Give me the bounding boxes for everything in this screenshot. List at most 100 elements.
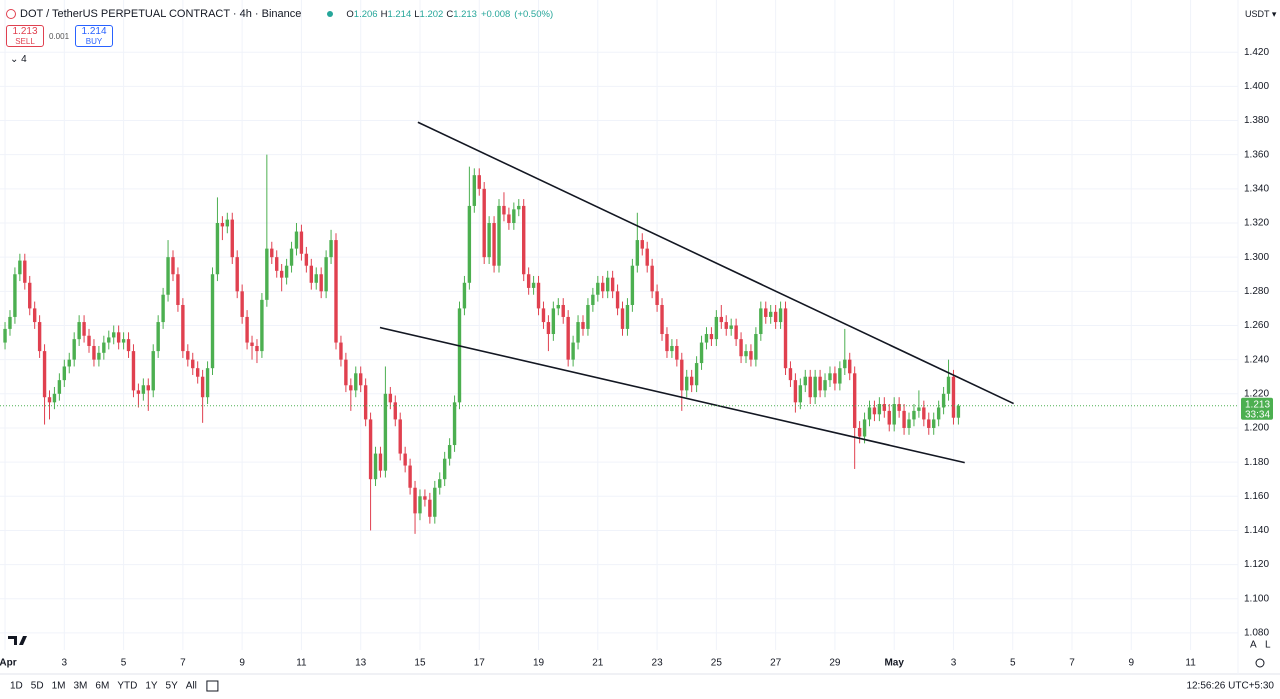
status-dot (327, 11, 334, 17)
candle-body (52, 393, 57, 403)
x-tick-label: 5 (121, 658, 127, 669)
indicator-toggle[interactable]: ⌄ 4 (10, 54, 27, 65)
y-tick-label: 1.160 (1244, 491, 1269, 502)
candle-body (754, 334, 758, 360)
candle-body (270, 248, 274, 258)
candle-body (136, 390, 141, 394)
date-range-icon[interactable] (206, 680, 219, 692)
candle-body (522, 205, 526, 275)
clock: 12:56:26 UTC+5:30 (1186, 681, 1274, 692)
candle-body (77, 322, 81, 340)
range-button[interactable]: 5D (31, 681, 44, 692)
candle-body (625, 304, 630, 329)
chart-title: DOT / TetherUS PERPETUAL CONTRACT · 4h ·… (20, 8, 302, 20)
y-tick-label: 1.340 (1244, 183, 1269, 194)
candle-body (428, 499, 432, 517)
range-button[interactable]: 1D (10, 681, 23, 692)
candle-body (877, 404, 882, 415)
price-badge (1241, 397, 1273, 420)
candle-body (299, 231, 304, 254)
candle-body (892, 404, 896, 425)
candle-body (462, 282, 467, 309)
candle-body (210, 274, 215, 369)
candle-body (838, 368, 842, 384)
candle-body (630, 265, 635, 305)
candle-body (852, 373, 857, 428)
candle-body (349, 385, 353, 391)
candle-body (225, 219, 230, 227)
settings-icon (1255, 658, 1265, 668)
candle-body (561, 304, 565, 317)
candle-body (186, 351, 190, 360)
header: DOT / TetherUS PERPETUAL CONTRACT · 4h ·… (6, 8, 553, 20)
candle-body (951, 376, 956, 418)
y-tick-label: 1.400 (1244, 81, 1269, 92)
price-label: 1.213 (1245, 399, 1270, 410)
candle-body (457, 308, 462, 403)
candle-body (393, 402, 397, 420)
candle-body (823, 380, 827, 391)
candle-body (798, 385, 803, 403)
candle-body (433, 487, 437, 517)
candle-body (620, 308, 625, 329)
candle-body (640, 240, 644, 249)
range-button[interactable]: 5Y (166, 681, 179, 692)
candle-body (467, 205, 472, 283)
candle-body (917, 407, 921, 411)
candle-body (551, 308, 556, 335)
scale-mode[interactable]: L (1265, 640, 1271, 651)
candle-body (517, 205, 521, 210)
candle-body (670, 345, 674, 352)
candle-body (304, 253, 309, 266)
range-button[interactable]: 1M (52, 681, 66, 692)
candle-body (102, 342, 106, 353)
range-button[interactable]: YTD (117, 681, 137, 692)
candle-body (146, 385, 150, 391)
change-pct: (+0.50%) (514, 8, 554, 20)
candle-body (610, 277, 615, 292)
candle-body (195, 368, 200, 377)
range-button[interactable]: 3M (74, 681, 88, 692)
candle-body (156, 322, 160, 352)
candle-body (82, 322, 86, 336)
candle-body (857, 427, 862, 437)
symbol-icon (6, 9, 16, 19)
legend-value: 1.206 (353, 8, 378, 20)
scale-mode[interactable]: A (1250, 640, 1257, 651)
candle-body (37, 322, 42, 352)
x-tick-label: 7 (180, 658, 186, 669)
legend-value: 1.213 (453, 8, 477, 20)
y-tick-label: 1.120 (1244, 559, 1269, 570)
candle-body (788, 368, 793, 381)
y-tick-label: 1.380 (1244, 115, 1269, 126)
candle-body (403, 453, 407, 466)
range-button[interactable]: 6M (95, 681, 109, 692)
candle-body (191, 359, 195, 369)
candle-body (729, 325, 733, 329)
candle-body (151, 351, 155, 391)
x-tick-label: 17 (474, 658, 486, 669)
x-tick-label: 5 (1010, 658, 1016, 669)
legend-value: 1.214 (387, 8, 412, 20)
range-button[interactable]: All (186, 681, 197, 692)
candle-body (887, 410, 891, 425)
candle-body (62, 366, 67, 381)
candle-body (72, 339, 76, 360)
candle-body (250, 342, 254, 346)
y-tick-label: 1.200 (1244, 423, 1269, 434)
candle-body (181, 304, 185, 352)
candle-body (645, 248, 649, 266)
candle-body (116, 332, 121, 343)
x-tick-label: 27 (770, 658, 782, 669)
candle-body (685, 376, 689, 391)
buy-button[interactable]: 1.214 BUY (75, 25, 113, 47)
candle-body (793, 380, 798, 403)
candle-body (546, 322, 551, 335)
candle-body (848, 359, 852, 374)
candle-body (284, 265, 289, 278)
candle-body (477, 175, 481, 189)
sell-button[interactable]: 1.213 SELL (6, 25, 44, 47)
candle-body (141, 385, 146, 394)
range-button[interactable]: 1Y (145, 681, 158, 692)
currency-menu[interactable]: USDT ▾ (1245, 9, 1277, 19)
